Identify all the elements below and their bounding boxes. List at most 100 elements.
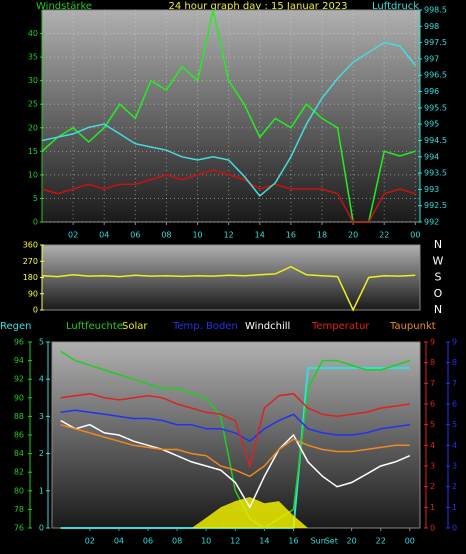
y-tick-label: 0 bbox=[33, 218, 38, 227]
y-tick-label: 0 bbox=[33, 306, 38, 315]
y-axis-title: Windstärke bbox=[36, 1, 92, 12]
x-tick-label: 04 bbox=[99, 231, 109, 240]
y-tick-label: 270 bbox=[23, 257, 38, 266]
y-tick-label: 86 bbox=[14, 431, 24, 440]
y-tick-label: 30 bbox=[28, 76, 38, 85]
plot-area bbox=[41, 244, 421, 311]
y3-tick-label: 1 bbox=[452, 503, 457, 512]
x-tick-label: 22 bbox=[376, 537, 386, 546]
y-tick-label: 78 bbox=[14, 505, 24, 514]
y3-tick-label: 3 bbox=[452, 462, 457, 471]
y4-tick-label: 0 bbox=[39, 524, 44, 533]
y2-tick-label: 0 bbox=[430, 524, 435, 533]
y-tick-label: 88 bbox=[14, 412, 24, 421]
series-line bbox=[41, 169, 416, 223]
y4-tick-label: 3 bbox=[39, 412, 44, 421]
y2-tick-label: 8 bbox=[430, 358, 435, 367]
y-tick-label: 82 bbox=[14, 468, 24, 477]
y-tick-label: 90 bbox=[14, 393, 24, 402]
y2-tick-label: 993.5 bbox=[424, 169, 447, 178]
y3-tick-label: 2 bbox=[452, 482, 457, 491]
x-tick-label: 16 bbox=[288, 537, 298, 546]
series-line bbox=[60, 350, 411, 529]
y-tick-label: 20 bbox=[28, 123, 38, 132]
y2-tick-label: 996.5 bbox=[424, 71, 447, 80]
y-tick-label: 10 bbox=[28, 170, 38, 179]
x-tick-label: 14 bbox=[255, 231, 265, 240]
y2-tick-label: W bbox=[433, 254, 444, 267]
series-line bbox=[41, 41, 416, 197]
y4-tick-label: 4 bbox=[39, 375, 44, 384]
legend-entry: Regen bbox=[0, 321, 32, 332]
legend-entry: Temperatur bbox=[311, 321, 370, 332]
x-tick-label: 10 bbox=[201, 537, 211, 546]
y2-tick-label: 993 bbox=[424, 185, 439, 194]
y-tick-label: 94 bbox=[14, 356, 24, 365]
y2-axis-title: Luftdruck bbox=[372, 1, 419, 12]
x-tick-label: 10 bbox=[192, 231, 202, 240]
x-tick-label: 02 bbox=[68, 231, 78, 240]
y-tick-label: 360 bbox=[23, 241, 38, 250]
y2-tick-label: 4 bbox=[430, 441, 435, 450]
x-tick-label: 04 bbox=[114, 537, 124, 546]
series-line bbox=[60, 423, 410, 478]
x-tick-label: 22 bbox=[379, 231, 389, 240]
y-tick-label: 96 bbox=[14, 338, 24, 347]
x-tick-label: 00 bbox=[405, 537, 415, 546]
y-tick-label: 76 bbox=[14, 524, 24, 533]
y-tick-label: 84 bbox=[14, 449, 24, 458]
y-tick-label: 25 bbox=[28, 100, 38, 109]
series-line bbox=[41, 265, 416, 312]
y4-tick-label: 5 bbox=[39, 338, 44, 347]
x-tick-label: 16 bbox=[286, 231, 296, 240]
legend-entry: Temp. Boden bbox=[172, 321, 238, 332]
x-tick-label: 12 bbox=[230, 537, 240, 546]
y-tick-label: 15 bbox=[28, 147, 38, 156]
legend-entry: Windchill bbox=[245, 321, 290, 332]
y2-tick-label: 997.5 bbox=[424, 38, 447, 47]
y2-tick-label: 994.5 bbox=[424, 136, 447, 145]
y3-tick-label: 5 bbox=[452, 420, 457, 429]
y2-tick-label: 9 bbox=[430, 338, 435, 347]
y4-tick-label: 2 bbox=[39, 449, 44, 458]
series-line bbox=[60, 419, 411, 509]
y2-tick-label: N bbox=[434, 238, 442, 251]
y-tick-label: 35 bbox=[28, 53, 38, 62]
x-tick-label: 00 bbox=[410, 231, 420, 240]
plot-area bbox=[41, 9, 421, 223]
series-line bbox=[60, 392, 410, 469]
y2-tick-label: 992 bbox=[424, 218, 439, 227]
x-tick-label: 02 bbox=[85, 537, 95, 546]
y3-tick-label: 7 bbox=[452, 379, 457, 388]
x-tick-label: 08 bbox=[161, 231, 171, 240]
x-tick-label: 08 bbox=[172, 537, 182, 546]
y2-tick-label: 3 bbox=[430, 462, 435, 471]
y2-tick-label: 996 bbox=[424, 87, 439, 96]
x-tick-label: 06 bbox=[130, 231, 140, 240]
y2-tick-label: 6 bbox=[430, 400, 435, 409]
annotation: Sun bbox=[311, 537, 326, 546]
y4-tick-label: 1 bbox=[39, 486, 44, 495]
y2-tick-label: S bbox=[435, 271, 442, 284]
y2-tick-label: 998.5 bbox=[424, 6, 447, 15]
series-line bbox=[60, 409, 410, 443]
chart-title: 24 hour graph day : 15 Januar 2023 bbox=[168, 1, 347, 12]
y-tick-label: 180 bbox=[23, 273, 38, 282]
x-tick-label: 20 bbox=[348, 231, 358, 240]
y3-tick-label: 0 bbox=[452, 524, 457, 533]
y3-tick-label: 8 bbox=[452, 358, 457, 367]
y2-tick-label: 997 bbox=[424, 54, 439, 63]
y2-tick-label: 994 bbox=[424, 152, 439, 161]
legend-entry: Taupunkt bbox=[389, 321, 436, 332]
y2-tick-label: 5 bbox=[430, 420, 435, 429]
y2-tick-label: 992.5 bbox=[424, 201, 447, 210]
series-area bbox=[60, 497, 410, 528]
y2-tick-label: N bbox=[434, 303, 442, 316]
x-tick-label: 12 bbox=[224, 231, 234, 240]
y2-tick-label: 7 bbox=[430, 379, 435, 388]
y-tick-label: 90 bbox=[28, 289, 38, 298]
x-tick-label: 14 bbox=[259, 537, 269, 546]
y3-tick-label: 9 bbox=[452, 338, 457, 347]
